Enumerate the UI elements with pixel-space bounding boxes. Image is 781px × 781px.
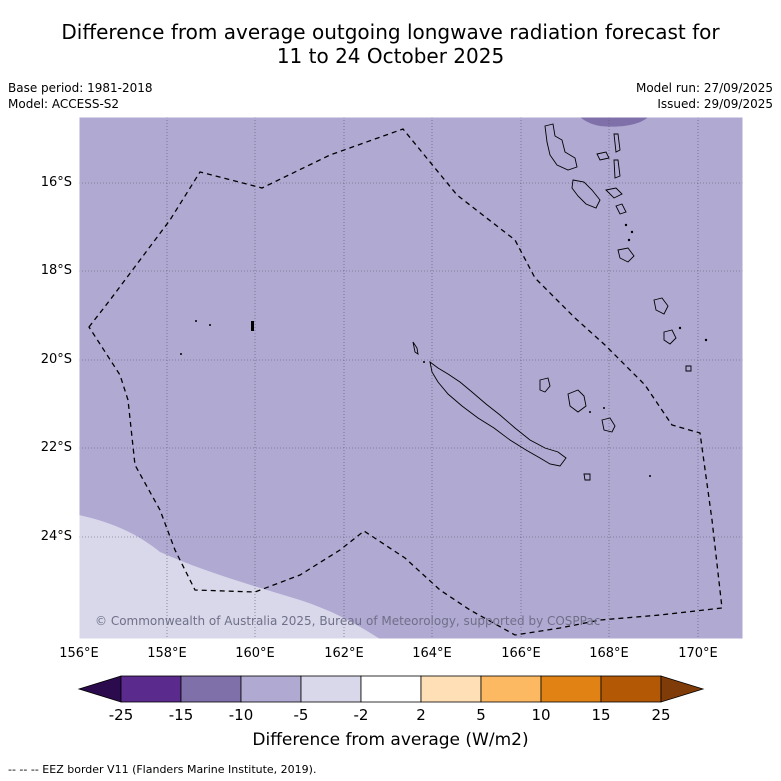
copyright-credit: © Commonwealth of Australia 2025, Bureau… <box>95 614 601 628</box>
colorbar-tick-7: 5 <box>476 706 486 724</box>
islets <box>180 223 708 477</box>
lat-label-16s: 16°S <box>40 175 72 190</box>
colorbar-tick-1: -25 <box>108 706 134 724</box>
base-period: Base period: 1981-2018 <box>8 81 153 95</box>
lat-label-24s: 24°S <box>40 529 72 544</box>
efate <box>617 247 635 263</box>
mare <box>601 417 616 433</box>
ouvea <box>539 377 551 393</box>
colorbar-cell <box>420 675 482 703</box>
erromango <box>653 297 669 315</box>
colorbar-extend-low <box>77 675 122 703</box>
colorbar-tick-4: -5 <box>293 706 309 724</box>
lon-label-158e: 158°E <box>147 646 187 661</box>
lon-label-160e: 160°E <box>235 646 275 661</box>
colorbar-tick-10: 25 <box>651 706 671 724</box>
maewo <box>613 133 621 153</box>
lon-label-170e: 170°E <box>678 646 718 661</box>
colorbar-tick-6: 2 <box>416 706 426 724</box>
lifou <box>567 389 587 413</box>
colorbar-tick-2: -15 <box>168 706 194 724</box>
colorbar-tick-9: 15 <box>591 706 611 724</box>
lon-label-162e: 162°E <box>324 646 364 661</box>
ambrym <box>605 187 623 199</box>
colorbar-cell <box>300 675 362 703</box>
colorbar-label: Difference from average (W/m2) <box>252 730 529 750</box>
title-line-1: Difference from average outgoing longwav… <box>61 20 720 44</box>
colorbar-tick-3: -10 <box>228 706 254 724</box>
coastlines <box>412 123 692 481</box>
colorbar-cell <box>240 675 302 703</box>
lon-label-166e: 166°E <box>501 646 541 661</box>
colorbar-tick-5: -2 <box>353 706 369 724</box>
issued-date: Issued: 29/09/2025 <box>657 97 773 111</box>
model-run: Model run: 27/09/2025 <box>635 81 773 95</box>
colorbar-extend-high <box>660 675 705 703</box>
colorbar-cell <box>360 675 422 703</box>
title-line-2: 11 to 24 October 2025 <box>276 44 505 68</box>
eez-footnote: -- -- -- EEZ border V11 (Flanders Marine… <box>8 763 317 776</box>
lon-label-164e: 164°E <box>412 646 452 661</box>
lat-label-22s: 22°S <box>40 440 72 455</box>
ambae <box>596 151 610 161</box>
pentecost <box>613 159 621 179</box>
gridlines <box>79 117 743 639</box>
colorbar-cell <box>600 675 662 703</box>
colorbar-cell <box>540 675 602 703</box>
belep-islands <box>412 341 419 355</box>
anomaly-field-main <box>79 117 743 639</box>
lat-label-20s: 20°S <box>40 352 72 367</box>
malekula <box>571 179 601 209</box>
aneityum <box>685 365 692 372</box>
epi <box>615 203 627 215</box>
map-frame <box>78 116 744 640</box>
tanna <box>663 329 677 345</box>
model-name: Model: ACCESS-S2 <box>8 97 120 111</box>
espiritu-santo <box>544 123 578 171</box>
isle-of-pines <box>583 473 591 481</box>
colorbar-cell <box>180 675 242 703</box>
meta-left: Base period: 1981-2018 Model: ACCESS-S2 <box>8 80 153 112</box>
meta-right: Model run: 27/09/2025 Issued: 29/09/2025 <box>636 80 773 112</box>
colorbar-tick-8: 10 <box>531 706 551 724</box>
colorbar-cell <box>120 675 182 703</box>
anomaly-field-low <box>79 515 380 639</box>
colorbar-cell <box>480 675 542 703</box>
colorbar-cells <box>77 675 705 703</box>
lat-label-18s: 18°S <box>40 263 72 278</box>
map-title: Difference from average outgoing longwav… <box>0 20 781 68</box>
lon-label-168e: 168°E <box>589 646 629 661</box>
lon-label-156e: 156°E <box>59 646 99 661</box>
new-caledonia <box>429 360 567 467</box>
eez-border <box>88 128 723 636</box>
anomaly-field-high <box>580 117 648 127</box>
